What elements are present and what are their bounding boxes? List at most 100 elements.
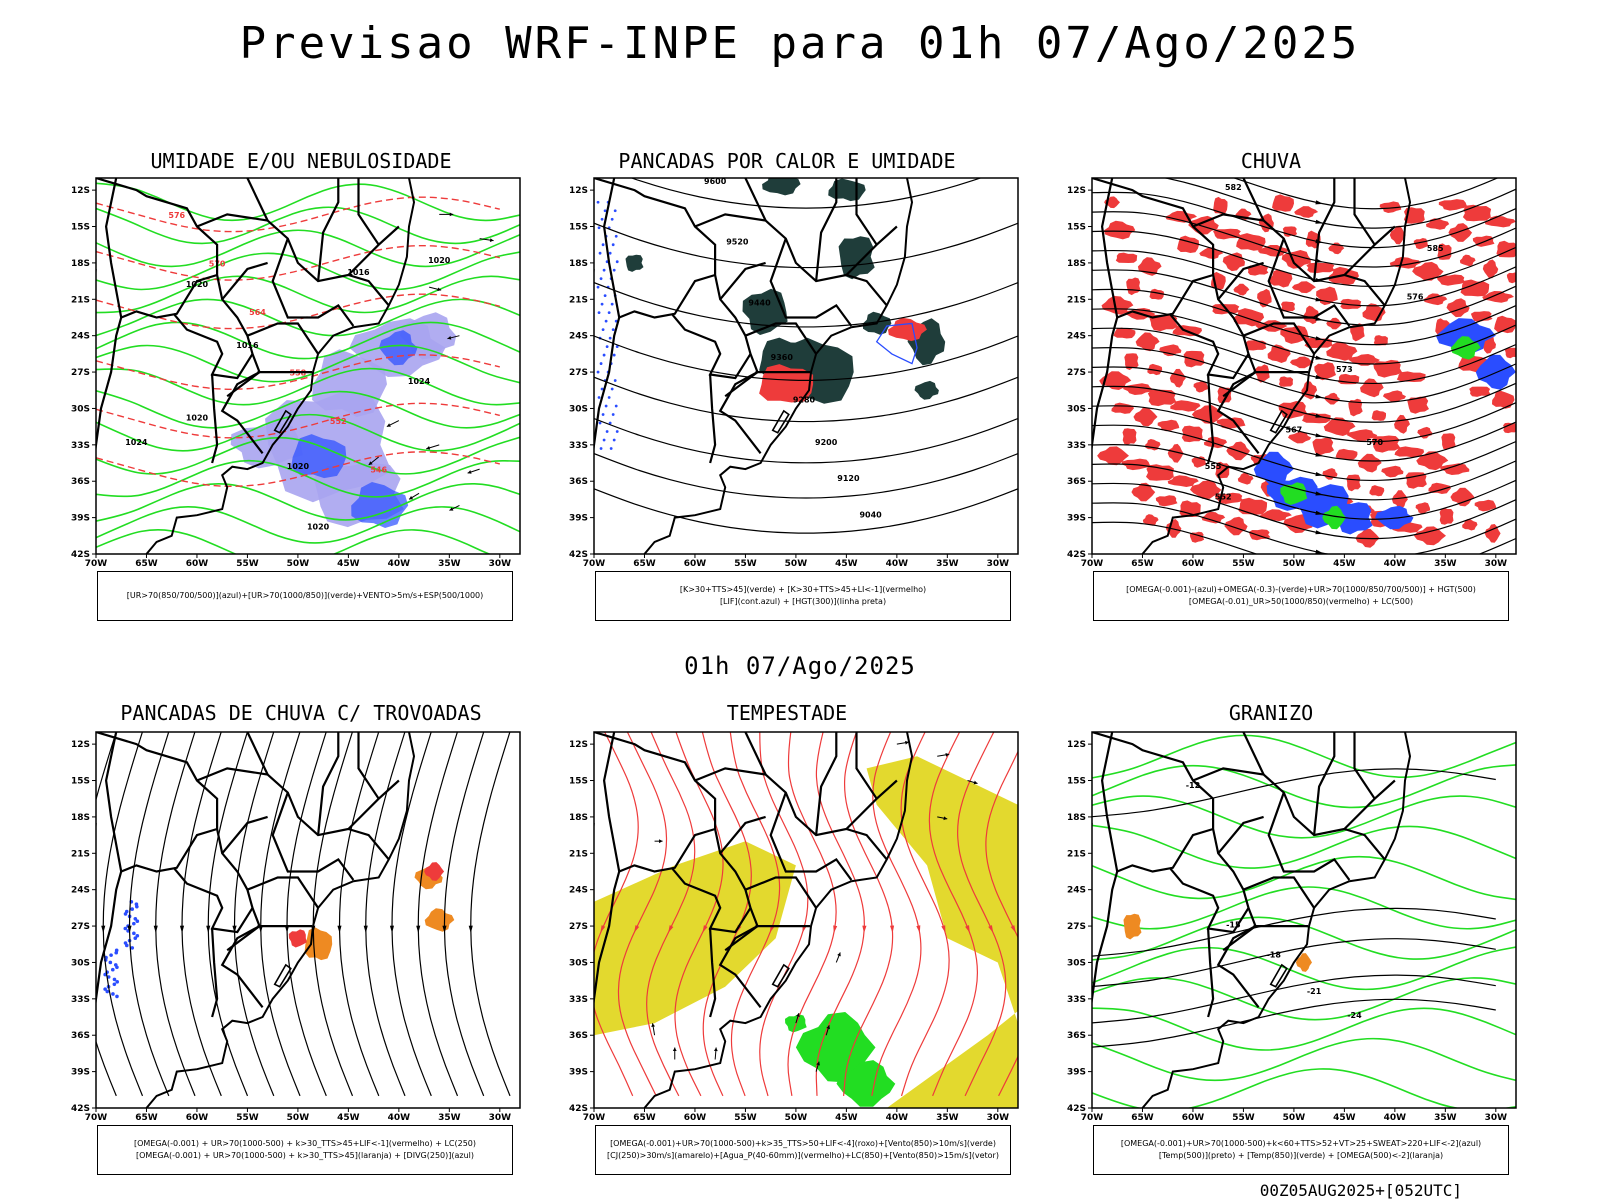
rain-red-patch <box>1288 431 1312 444</box>
lat-tick-label: 27S <box>71 922 90 932</box>
rain-red-patch <box>1157 419 1180 432</box>
contour-label: 9280 <box>793 395 816 404</box>
streamline-arrow <box>1315 433 1324 438</box>
lat-tick-label: 12S <box>569 740 588 750</box>
west-coastline <box>1092 269 1093 280</box>
contour-label: 576 <box>1407 292 1424 301</box>
streamline-lc850 <box>843 732 894 1096</box>
country-border <box>1092 178 1260 454</box>
coastline <box>145 178 416 554</box>
rain-red-patch <box>1441 433 1456 450</box>
country-border <box>1267 792 1351 881</box>
lifted-index-dot <box>610 217 614 221</box>
streamline-lc850 <box>787 732 837 1096</box>
instability-green-area <box>625 254 644 272</box>
lat-tick-label: 33S <box>569 995 588 1005</box>
lifted-index-dot <box>613 379 617 382</box>
lat-tick-label: 15S <box>569 777 588 787</box>
rain-red-patch <box>1115 252 1138 263</box>
lat-tick-label: 36S <box>569 1031 588 1041</box>
country-border <box>1242 876 1316 909</box>
lon-tick-label: 70W <box>85 559 108 569</box>
rain-red-patch <box>1167 443 1184 463</box>
country-border <box>1217 261 1264 301</box>
lat-tick-label: 12S <box>1067 186 1086 196</box>
country-border <box>96 732 264 1008</box>
country-border <box>211 374 219 464</box>
rain-red-patch <box>1233 283 1250 296</box>
run-stamp: 00Z05AUG2025+[052UTC] <box>1259 1181 1462 1200</box>
geopotential-height-contour <box>594 488 1018 534</box>
lon-tick-label: 50W <box>287 1113 310 1123</box>
contour-label: 9520 <box>726 238 749 247</box>
streamline-lc500 <box>1092 405 1516 462</box>
panel-title-granizo: GRANIZO <box>1228 701 1314 725</box>
streamline-arrow <box>862 925 867 934</box>
rain-red-patch <box>1405 472 1427 489</box>
geopotential-height-contour <box>594 335 1018 381</box>
lifted-index-dot <box>611 243 615 247</box>
lifted-index-dot <box>597 226 601 230</box>
rain-red-patch <box>1097 446 1129 466</box>
streamline-lc500 <box>1092 191 1516 249</box>
streamline-arrow <box>153 925 158 934</box>
lon-tick-label: 35W <box>438 1113 461 1123</box>
lifted-index-dot <box>612 353 616 357</box>
geopotential-height-contour <box>594 453 1018 499</box>
country-border <box>196 213 400 283</box>
lon-tick-label: 65W <box>1131 1113 1154 1123</box>
lat-tick-label: 18S <box>71 813 90 823</box>
rain-red-patch <box>1389 225 1406 245</box>
streamline-lc250 <box>233 732 275 1097</box>
instability-red-area <box>888 317 927 342</box>
streamline-lc250 <box>128 732 170 1097</box>
rain-red-patch <box>1503 422 1516 434</box>
streamline-arrow <box>206 925 211 934</box>
country-border <box>1192 213 1396 283</box>
streamline-arrow <box>890 925 895 934</box>
country-border <box>846 273 888 307</box>
thickness-contour <box>96 354 500 390</box>
map-frame <box>593 731 1019 1109</box>
divergence-dot <box>111 992 115 996</box>
divergence-dot <box>115 980 119 984</box>
country-border <box>1242 732 1265 775</box>
streamline-lc500 <box>1092 385 1516 443</box>
streamline-arrow <box>634 925 640 933</box>
country-border <box>221 261 268 301</box>
lon-tick-label: 65W <box>633 559 656 569</box>
streamline-lc850 <box>759 732 809 1097</box>
rain-red-patch <box>1149 314 1179 332</box>
map-frame <box>95 731 521 1109</box>
lifted-index-dot <box>610 387 614 391</box>
lat-tick-label: 30S <box>569 404 588 414</box>
storm-orange-area <box>304 927 333 961</box>
streamline-arrow <box>179 925 185 934</box>
lon-tick-label: 30W <box>489 1113 512 1123</box>
divergence-dot <box>106 975 111 979</box>
lon-tick-label: 45W <box>337 1113 360 1123</box>
contour-label: 1020 <box>186 280 209 289</box>
streamline-lc850 <box>701 732 752 1097</box>
lat-tick-label: 30S <box>71 958 90 968</box>
rain-red-patch <box>1371 435 1401 453</box>
lifted-index-dot <box>602 268 606 272</box>
streamline-lc500 <box>1092 347 1516 404</box>
divergence-dot <box>133 916 138 921</box>
streamline-arrow <box>416 925 421 934</box>
country-border <box>744 322 818 355</box>
lat-tick-label: 24S <box>569 332 588 342</box>
legend-line: [CJ(250)>30m/s](amarelo)+[Agua_P(40-60mm… <box>607 1151 999 1160</box>
country-border <box>104 732 218 874</box>
thickness-contour <box>96 293 500 330</box>
lagoon <box>1269 409 1288 434</box>
rain-red-patch <box>1281 301 1295 312</box>
map-panel-umidade: 5765705645585525461020101610201024102010… <box>71 177 521 569</box>
country-border <box>271 238 355 327</box>
legend-trovoadas: [OMEGA(-0.001) + UR>70(1000-500) + k>30_… <box>97 1125 513 1175</box>
humidity-high-levels-core <box>379 330 418 366</box>
contour-label: -24 <box>1347 1011 1362 1020</box>
temp500-contour <box>1092 768 1496 818</box>
streamline-lc250 <box>417 732 459 1097</box>
country-border <box>226 925 261 952</box>
